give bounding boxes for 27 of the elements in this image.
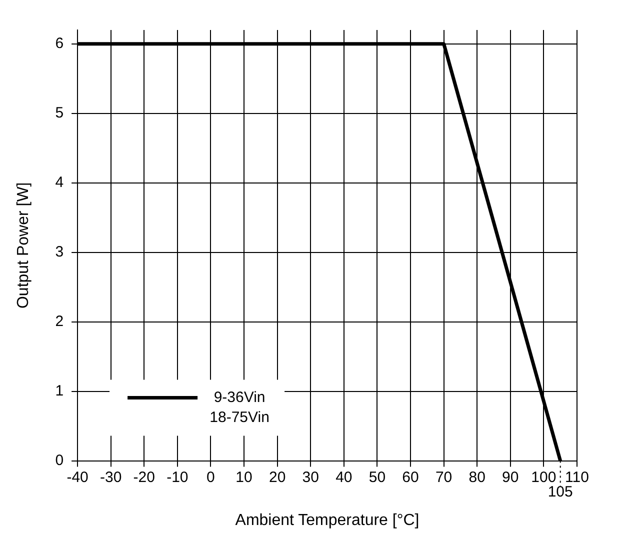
x-tick-label: 30 <box>302 468 319 486</box>
x-tick-label: 100 <box>531 468 556 486</box>
ref-line-label: 105 <box>548 483 573 500</box>
x-tick-label: 0 <box>206 468 215 486</box>
y-tick-label: 6 <box>55 35 64 52</box>
x-tick-label: 50 <box>368 468 386 486</box>
y-tick-label: 0 <box>55 452 64 469</box>
x-tick-label: 60 <box>402 468 419 486</box>
x-axis-title: Ambient Temperature [°C] <box>235 512 420 529</box>
x-tick-label: 20 <box>268 468 286 486</box>
x-tick-label: 110 <box>565 468 589 486</box>
y-tick-label: 1 <box>55 382 64 400</box>
y-tick-label: 3 <box>55 243 64 260</box>
y-axis-title: Output Power [W] <box>15 182 32 309</box>
y-tick-label: 4 <box>55 174 64 192</box>
x-tick-label: -10 <box>166 468 188 486</box>
x-tick-label: 40 <box>336 468 352 486</box>
y-tick-label: 5 <box>55 104 64 122</box>
legend-label: 9-36Vin 18-75Vin <box>210 388 270 426</box>
x-tick-label: -40 <box>66 468 88 486</box>
x-tick-label: 10 <box>236 468 252 486</box>
x-tick-label: 90 <box>502 468 519 486</box>
x-tick-label: -20 <box>133 468 155 486</box>
x-tick-label: -30 <box>100 468 122 486</box>
x-tick-label: 70 <box>435 468 452 486</box>
y-tick-label: 2 <box>55 312 64 330</box>
x-tick-label: 80 <box>468 468 486 486</box>
